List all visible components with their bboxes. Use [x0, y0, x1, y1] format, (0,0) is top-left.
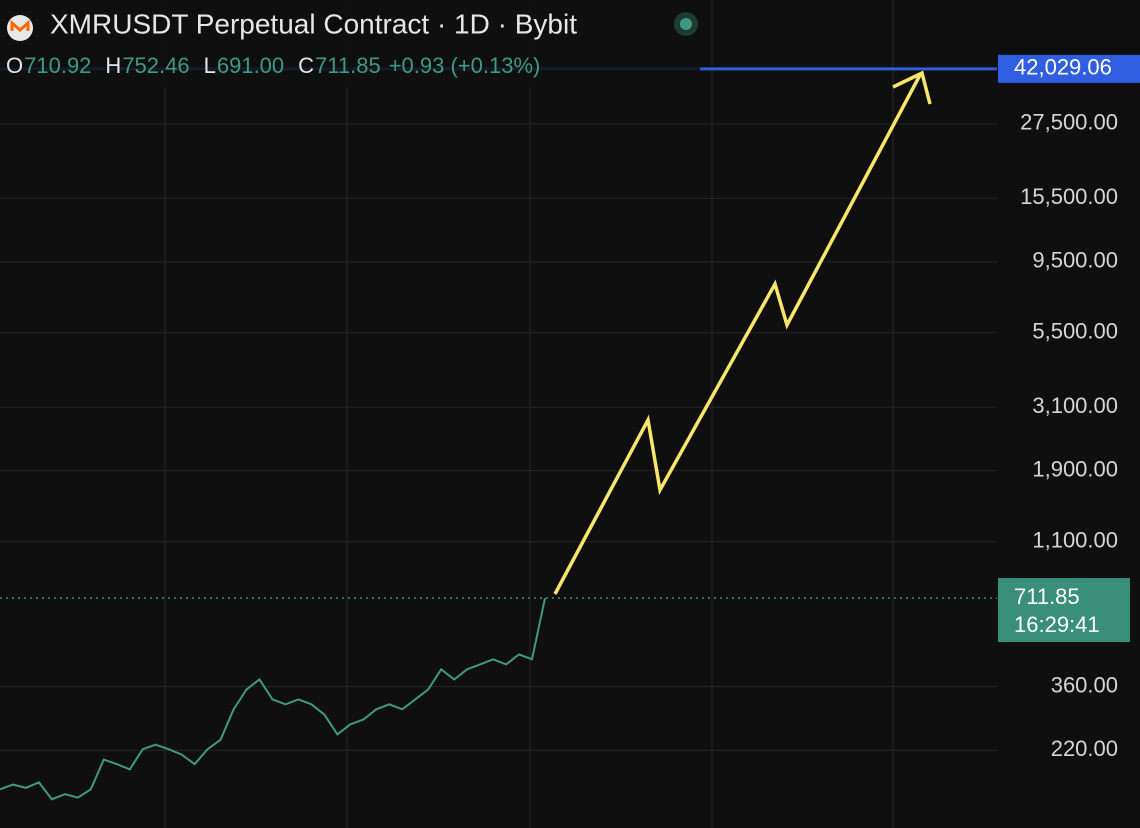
y-tick-label: 220.00 — [1051, 736, 1118, 761]
y-tick-label: 5,500.00 — [1032, 319, 1118, 344]
y-tick-label: 1,900.00 — [1032, 456, 1118, 481]
chart-title: XMRUSDT Perpetual Contract · 1D · Bybit — [50, 8, 577, 39]
countdown-label: 16:29:41 — [1014, 612, 1100, 637]
coin-icon-mark — [10, 19, 30, 32]
header-backdrop — [0, 0, 700, 88]
y-tick-label: 9,500.00 — [1032, 248, 1118, 273]
arrow-head — [892, 70, 932, 105]
y-tick-label: 360.00 — [1051, 672, 1118, 697]
y-tick-label: 1,100.00 — [1032, 527, 1118, 552]
current-price-label: 711.85 — [1014, 584, 1080, 609]
y-tick-label: 3,100.00 — [1032, 393, 1118, 418]
projection-arrow — [553, 70, 932, 595]
ohlc-key: C — [298, 53, 314, 78]
projection-path — [553, 74, 922, 595]
ohlc-row: O 710.92 H 752.46 L 691.00 C 711.85 +0.93 (+0.13… — [6, 53, 540, 78]
price-axis: 220.00 360.00 1,100.00 1,900.00 3,100.00 5,50… — [998, 54, 1140, 761]
current-price-badge — [998, 578, 1130, 643]
ohlc-value: 710.92 — [24, 53, 91, 78]
ohlc-key: O — [6, 53, 23, 78]
ohlc-key: H — [105, 53, 121, 78]
ohlc-key: L — [204, 53, 216, 78]
vertical-grid — [164, 0, 894, 828]
ohlc-value: 691.00 — [217, 53, 284, 78]
alert-badge — [998, 54, 1140, 83]
ohlc-value: 752.46 — [122, 53, 189, 78]
coin-icon — [7, 15, 33, 41]
ohlc-change: +0.93 (+0.13%) — [389, 53, 541, 78]
status-dot — [680, 18, 692, 30]
y-tick-label: 27,500.00 — [1020, 110, 1118, 135]
ohlc-value: 711.85 — [315, 53, 381, 78]
price-line — [0, 597, 546, 801]
grid — [0, 123, 997, 751]
alert-label: 42,029.06 — [1014, 55, 1112, 80]
y-tick-label: 15,500.00 — [1020, 184, 1118, 209]
